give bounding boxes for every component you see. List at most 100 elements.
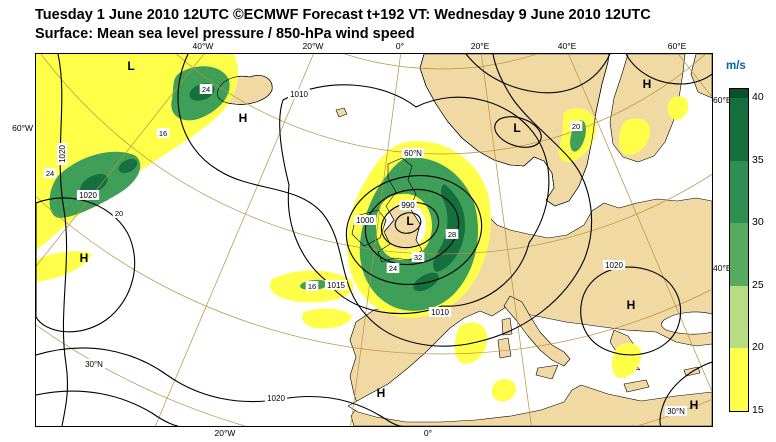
wind-area-gibraltar <box>302 308 352 329</box>
svg-text:24: 24 <box>202 85 210 94</box>
latitude-label: 60°N <box>401 148 425 158</box>
pressure-center-H: H <box>643 77 652 91</box>
latitude-label: 30°N <box>82 359 106 369</box>
svg-text:16: 16 <box>308 282 316 291</box>
map-frame: 990 1000 1010 1010 1015 1020 1020 1020 1020 24 16 2… <box>35 53 713 427</box>
colorbar-tick-35: 35 <box>752 153 764 166</box>
forecast-subtitle: Surface: Mean sea level pressure / 850-h… <box>35 26 415 42</box>
parallel-40N <box>36 195 712 355</box>
isobar-1000 <box>364 188 460 266</box>
wind-speed-label-24: 24 <box>43 168 57 178</box>
wind-dark-uk-low <box>433 184 466 272</box>
isobar-finland-low <box>494 116 542 148</box>
edge-label-bottom: 20°W <box>214 428 236 438</box>
colorbar-tick-25: 25 <box>752 278 764 291</box>
wind-area-atlantic-band-south <box>36 251 92 282</box>
edge-label-top: 40°W <box>192 41 214 51</box>
svg-text:990: 990 <box>401 201 415 210</box>
latitude-label: 30°N <box>664 406 688 416</box>
isobar-label-990: 990 <box>399 200 417 210</box>
colorbar-tick-40: 40 <box>752 91 764 103</box>
wind-dark-atlantic-3 <box>118 158 138 174</box>
wind-dark-atlantic-2 <box>80 174 108 194</box>
svg-text:30°N: 30°N <box>85 360 103 369</box>
colorbar-unit-label: m/s <box>726 60 746 72</box>
pressure-center-L: L <box>513 121 520 135</box>
pressure-center-H: H <box>377 386 386 400</box>
edge-label-right: 40°E <box>713 263 732 273</box>
svg-text:1010: 1010 <box>431 308 449 317</box>
wind-speed-label-28: 28 <box>445 229 459 239</box>
wind-speed-label-16: 16 <box>156 128 170 138</box>
svg-text:32: 32 <box>414 253 422 262</box>
forecast-title: Tuesday 1 June 2010 12UTC ©ECMWF Forecas… <box>35 7 651 23</box>
edge-label-top: 40°E <box>557 41 577 51</box>
meridian-20W <box>154 54 314 426</box>
coast-great-britain <box>377 157 423 263</box>
isobar-se <box>659 361 712 426</box>
land-sicily <box>535 364 559 380</box>
svg-text:H: H <box>627 298 636 312</box>
isobar-1020-azores-2 <box>36 390 179 426</box>
land-sardinia <box>497 337 512 359</box>
svg-text:20: 20 <box>115 209 123 218</box>
wind-speed-label-32: 32 <box>411 252 425 262</box>
isobar-label-1010: 1010 <box>428 307 452 317</box>
edge-label-bottom: 0° <box>423 428 433 438</box>
svg-text:1020: 1020 <box>58 145 67 163</box>
pressure-center-L: L <box>406 214 413 228</box>
svg-text:28: 28 <box>448 230 456 239</box>
svg-text:H: H <box>377 386 386 400</box>
colorbar-tick-15: 15 <box>752 404 764 416</box>
isobar-1010 <box>279 84 550 315</box>
isobar-label-1020: 1020 <box>76 190 100 200</box>
svg-text:L: L <box>406 214 413 228</box>
wind-area-tyrrhenian <box>491 379 516 402</box>
isobar-label-1000: 1000 <box>353 215 377 225</box>
wind-speed-label-16: 16 <box>305 281 319 291</box>
isobar-label-1010: 1010 <box>287 89 311 99</box>
wind-area-ne <box>667 96 689 120</box>
pressure-center-H: H <box>239 111 248 125</box>
colorbar-segments <box>730 89 748 411</box>
isobar-990 <box>394 212 422 234</box>
svg-text:H: H <box>690 398 699 412</box>
wind-area-aegean <box>611 343 642 378</box>
svg-text:20: 20 <box>572 122 580 131</box>
svg-text:1020: 1020 <box>605 261 623 270</box>
isobar-1005 <box>345 174 483 286</box>
wind-speed-label-20: 20 <box>112 208 126 218</box>
meridian-40W <box>36 54 205 267</box>
isobar-1015 <box>177 54 593 347</box>
wind-area-barents <box>618 118 651 155</box>
wind-speed-30-40-layer <box>80 83 466 292</box>
svg-text:60°N: 60°N <box>404 149 422 158</box>
svg-text:1015: 1015 <box>327 281 345 290</box>
svg-text:L: L <box>127 59 134 73</box>
land-crete <box>623 379 650 393</box>
colorbar-segment-35-40 <box>730 98 748 161</box>
colorbar-segment-gt40 <box>730 89 748 98</box>
isobar-ne-1 <box>465 54 611 94</box>
colorbar-tick-30: 30 <box>752 216 764 229</box>
wind-speed-label-20: 20 <box>569 121 583 131</box>
meridian-0 <box>350 54 401 426</box>
colorbar-segment-30-35 <box>730 160 748 224</box>
land-kola <box>690 54 712 99</box>
parallel-60N <box>176 54 706 155</box>
edge-label-top: 20°E <box>470 41 490 51</box>
pressure-center-L: L <box>127 59 134 73</box>
weather-map: 990 1000 1010 1010 1015 1020 1020 1020 1020 24 16 2… <box>36 54 712 426</box>
isobar-label-1020: 1020 <box>264 393 288 403</box>
wind-speed-label-24: 24 <box>386 263 400 273</box>
isobar-label-1020: 1020 <box>57 142 67 166</box>
pressure-center-H: H <box>627 298 636 312</box>
wind-speed-label-24: 24 <box>199 84 213 94</box>
coast-ireland <box>351 209 387 247</box>
isobar-1020-atlantic-high <box>36 197 136 333</box>
meridian-20E <box>481 54 532 426</box>
svg-text:24: 24 <box>46 169 54 178</box>
svg-text:H: H <box>239 111 248 125</box>
wind-speed-colorbar <box>729 88 749 412</box>
svg-text:30°N: 30°N <box>667 407 685 416</box>
